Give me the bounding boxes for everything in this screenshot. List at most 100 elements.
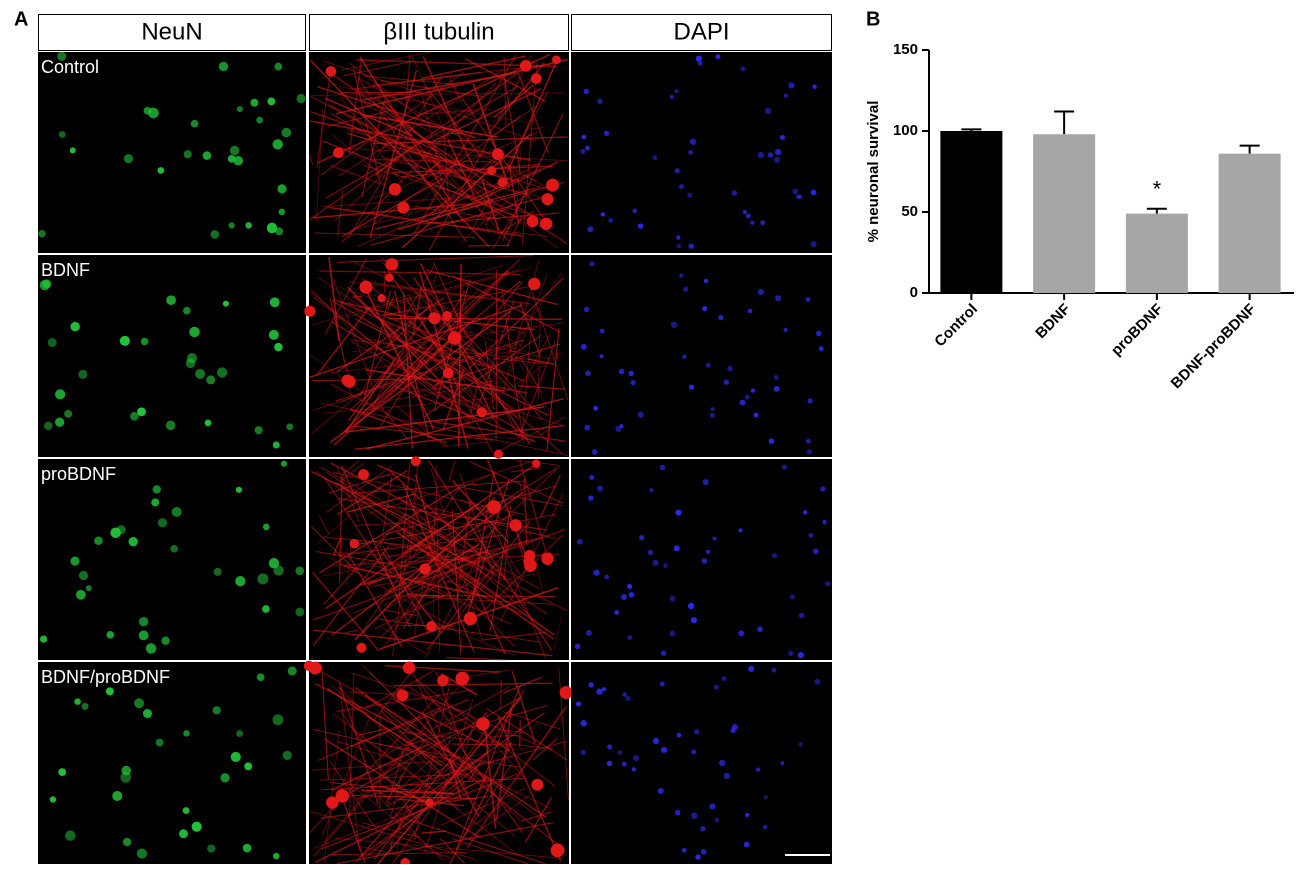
soma	[541, 553, 553, 565]
nucleus	[622, 762, 627, 767]
nucleus	[614, 610, 619, 615]
nucleus	[235, 576, 245, 586]
nucleus	[724, 380, 729, 385]
nucleus	[702, 306, 707, 311]
annotation: *	[1153, 177, 1162, 202]
nucleus	[184, 150, 192, 158]
nucleus	[819, 346, 824, 351]
nucleus	[255, 426, 263, 434]
soma	[389, 183, 402, 196]
nucleus	[262, 605, 270, 613]
nucleus	[670, 596, 676, 602]
nucleus	[811, 241, 817, 247]
nucleus	[161, 636, 169, 644]
nucleus	[676, 235, 680, 239]
nucleus	[799, 742, 803, 746]
nucleus	[617, 750, 622, 755]
nucleus	[689, 244, 694, 249]
nucleus	[236, 730, 243, 737]
nucleus	[806, 439, 811, 444]
nucleus	[621, 594, 627, 600]
nucleus	[757, 627, 762, 632]
nucleus	[799, 613, 805, 619]
nucleus	[166, 295, 176, 305]
nucleus	[263, 523, 270, 530]
nucleus	[288, 666, 297, 675]
nucleus	[727, 366, 733, 372]
column-header: DAPI	[673, 18, 729, 45]
nucleus	[589, 261, 594, 266]
neurite	[500, 680, 501, 709]
nucleus	[691, 750, 696, 755]
nucleus	[809, 533, 814, 538]
soma	[443, 368, 454, 379]
nucleus	[589, 475, 594, 480]
nucleus	[820, 486, 825, 491]
nucleus	[602, 687, 606, 691]
row-label: BDNF	[41, 260, 90, 280]
nucleus	[106, 687, 114, 695]
nucleus	[129, 537, 138, 546]
soma	[304, 306, 315, 317]
nucleus	[715, 54, 720, 59]
soma	[540, 218, 552, 230]
nucleus	[738, 528, 742, 532]
nucleus	[55, 389, 65, 399]
nucleus	[600, 354, 604, 358]
bar	[1033, 134, 1095, 293]
soma	[464, 612, 477, 625]
nucleus	[134, 698, 144, 708]
nucleus	[234, 156, 243, 165]
nucleus	[724, 773, 730, 779]
nucleus	[124, 154, 133, 163]
nucleus	[139, 617, 148, 626]
nucleus	[748, 309, 752, 313]
nucleus	[703, 479, 709, 485]
soma	[528, 278, 540, 290]
nucleus	[580, 149, 585, 154]
nucleus	[70, 556, 79, 565]
nucleus	[774, 386, 780, 392]
nucleus	[274, 565, 284, 575]
nucleus	[158, 518, 167, 527]
nucleus	[701, 849, 707, 855]
nucleus	[782, 465, 787, 470]
nucleus	[219, 62, 228, 71]
nucleus	[718, 315, 723, 320]
nucleus	[582, 135, 587, 140]
nucleus	[38, 230, 45, 237]
nucleus	[139, 630, 149, 640]
nucleus	[86, 585, 92, 591]
nucleus	[44, 422, 52, 430]
nucleus	[627, 584, 632, 589]
nucleus	[619, 424, 623, 428]
soma	[437, 675, 448, 686]
nucleus	[806, 297, 811, 302]
nucleus	[638, 412, 644, 418]
nucleus	[274, 63, 282, 71]
nucleus	[123, 838, 131, 846]
nucleus	[683, 286, 688, 291]
nucleus	[283, 751, 292, 760]
nucleus	[273, 139, 283, 149]
soma	[455, 672, 469, 686]
nucleus	[765, 108, 771, 114]
nucleus	[191, 120, 199, 128]
nucleus	[625, 696, 630, 701]
nucleus	[267, 223, 277, 233]
nucleus	[210, 230, 219, 239]
soma	[326, 66, 337, 77]
nucleus	[660, 682, 665, 687]
micrograph	[571, 459, 832, 660]
soma	[531, 73, 542, 84]
nucleus	[50, 796, 56, 802]
nucleus	[581, 720, 587, 726]
nucleus	[709, 803, 715, 809]
nucleus	[207, 844, 215, 852]
nucleus	[243, 844, 252, 853]
nucleus	[675, 168, 680, 173]
nucleus	[732, 190, 738, 196]
soma	[520, 60, 532, 72]
nucleus	[769, 438, 775, 444]
